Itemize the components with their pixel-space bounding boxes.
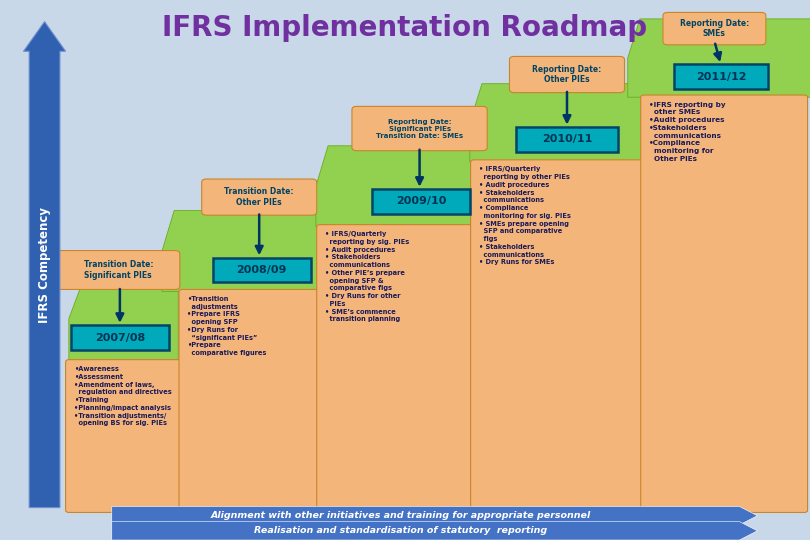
Text: Reporting Date:
Significant PIEs
Transition Date: SMEs: Reporting Date: Significant PIEs Transit… <box>376 118 463 139</box>
FancyBboxPatch shape <box>372 189 470 214</box>
Polygon shape <box>162 211 332 292</box>
Polygon shape <box>69 275 178 362</box>
FancyBboxPatch shape <box>66 360 181 512</box>
Text: 2011/12: 2011/12 <box>696 72 746 82</box>
Text: • IFRS/Quarterly
  reporting by sig. PIEs
• Audit procedures
• Stakeholders
  co: • IFRS/Quarterly reporting by sig. PIEs … <box>325 231 409 322</box>
Text: 2007/08: 2007/08 <box>95 333 145 342</box>
Text: Transition Date:
Other PIEs: Transition Date: Other PIEs <box>224 187 294 207</box>
Text: 2010/11: 2010/11 <box>542 134 592 144</box>
Text: • IFRS/Quarterly
  reporting by other PIEs
• Audit procedures
• Stakeholders
  c: • IFRS/Quarterly reporting by other PIEs… <box>479 166 570 265</box>
Text: Alignment with other initiatives and training for appropriate personnel: Alignment with other initiatives and tra… <box>211 511 590 520</box>
FancyBboxPatch shape <box>471 160 643 512</box>
FancyBboxPatch shape <box>202 179 317 215</box>
FancyArrow shape <box>23 22 66 508</box>
Text: •Transition
  adjustments
•Prepare IFRS
  opening SFP
•Dry Runs for
  “significa: •Transition adjustments •Prepare IFRS op… <box>187 296 266 356</box>
Text: IFRS Implementation Roadmap: IFRS Implementation Roadmap <box>163 14 647 42</box>
Polygon shape <box>316 146 486 227</box>
FancyBboxPatch shape <box>352 106 488 151</box>
Text: •IFRS reporting by
  other SMEs
•Audit procedures
•Stakeholders
  communications: •IFRS reporting by other SMEs •Audit pro… <box>649 102 726 162</box>
Polygon shape <box>112 507 757 525</box>
Polygon shape <box>628 19 810 97</box>
FancyBboxPatch shape <box>317 225 473 512</box>
Text: Realisation and standardisation of statutory  reporting: Realisation and standardisation of statu… <box>254 526 547 535</box>
FancyBboxPatch shape <box>674 64 768 89</box>
Polygon shape <box>470 84 644 162</box>
FancyBboxPatch shape <box>179 289 319 512</box>
FancyBboxPatch shape <box>663 12 766 45</box>
FancyBboxPatch shape <box>641 95 808 512</box>
Text: Reporting Date:
Other PIEs: Reporting Date: Other PIEs <box>532 65 602 84</box>
FancyBboxPatch shape <box>57 251 180 289</box>
FancyBboxPatch shape <box>212 258 311 282</box>
Text: Reporting Date:
SMEs: Reporting Date: SMEs <box>680 19 749 38</box>
FancyBboxPatch shape <box>509 56 625 93</box>
FancyBboxPatch shape <box>71 325 169 350</box>
Text: 2008/09: 2008/09 <box>237 265 287 275</box>
Text: Transition Date:
Significant PIEs: Transition Date: Significant PIEs <box>83 260 153 280</box>
Polygon shape <box>112 522 757 540</box>
Text: IFRS Competency: IFRS Competency <box>38 207 51 322</box>
Text: 2009/10: 2009/10 <box>396 197 446 206</box>
FancyBboxPatch shape <box>516 127 618 152</box>
Text: •Awareness
•Assessment
•Amendment of laws,
  regulation and directives
•Training: •Awareness •Assessment •Amendment of law… <box>74 366 172 427</box>
